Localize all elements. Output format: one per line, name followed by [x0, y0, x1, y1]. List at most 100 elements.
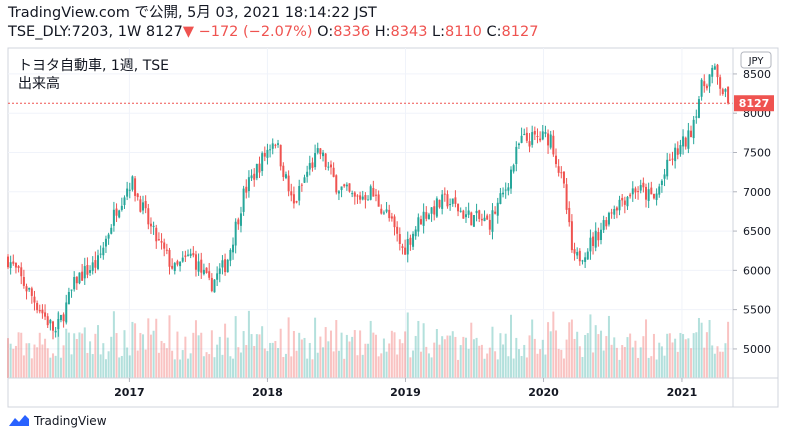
volume-bar: [147, 318, 150, 378]
y-tick-label: 8500: [743, 68, 771, 81]
x-tick-label: 2021: [667, 386, 698, 399]
candle-body: [115, 208, 118, 216]
candle-body: [163, 242, 166, 249]
volume-bar: [216, 344, 219, 378]
candle-body: [568, 207, 571, 223]
candle-body: [202, 269, 205, 275]
candle-body: [594, 230, 597, 248]
candle-body: [642, 182, 645, 188]
candle-body: [557, 166, 560, 173]
volume-bar: [319, 336, 322, 378]
candle-body: [560, 172, 563, 174]
candle-body: [451, 198, 454, 204]
candle-body: [687, 130, 690, 149]
candle-body: [504, 189, 507, 191]
candle-body: [602, 220, 605, 230]
price-change: −172 (−2.07%): [198, 24, 313, 40]
volume-bar: [261, 326, 264, 378]
candle-body: [277, 143, 280, 145]
volume-bar: [472, 339, 475, 378]
chart-header: TradingView.com で公開, 5月 03, 2021 18:14:2…: [8, 4, 778, 42]
volume-bar: [647, 357, 650, 378]
volume-bar: [631, 347, 634, 378]
candle-body: [274, 144, 277, 146]
volume-bar: [136, 350, 139, 378]
last-price-tag-text: 8127: [739, 97, 770, 110]
candle-body: [200, 259, 203, 273]
candle-body: [472, 215, 475, 227]
volume-bar: [369, 320, 372, 378]
volume-bar: [663, 355, 666, 378]
volume-bar: [502, 344, 505, 378]
candle-body: [118, 210, 121, 218]
volume-bar: [67, 332, 70, 378]
candle-body: [692, 119, 695, 139]
volume-bar: [573, 338, 576, 378]
volume-bar: [258, 334, 261, 378]
candle-body: [348, 183, 351, 192]
candle-body: [446, 194, 449, 207]
volume-bar: [187, 358, 190, 378]
volume-bar: [684, 339, 687, 378]
volume-bar: [623, 346, 626, 378]
volume-bar: [435, 329, 438, 378]
volume-bar: [144, 349, 147, 378]
candle-body: [102, 247, 105, 256]
candle-body: [343, 184, 346, 187]
x-tick-label: 2018: [252, 386, 283, 399]
candle-body: [46, 316, 49, 326]
volume-bar: [104, 359, 107, 378]
candle-body: [126, 188, 129, 197]
volume-bar: [562, 358, 565, 378]
volume-bar: [398, 339, 401, 378]
candle-body: [586, 251, 589, 260]
candle-body: [727, 86, 730, 104]
volume-bar: [374, 334, 377, 378]
candle-body: [49, 319, 52, 324]
tradingview-logo[interactable]: TradingView: [8, 414, 107, 428]
volume-bar: [491, 326, 494, 378]
candle-body: [581, 260, 584, 262]
low-value: 8110: [445, 24, 482, 40]
volume-bar: [155, 318, 158, 378]
candle-body: [57, 319, 60, 330]
candle-body: [86, 265, 89, 275]
currency-badge[interactable]: JPY: [740, 51, 772, 69]
candle-body: [192, 253, 195, 256]
volume-bar: [78, 332, 81, 378]
candle-body: [697, 99, 700, 118]
volume-bar: [94, 333, 97, 378]
volume-bar: [234, 316, 237, 378]
candle-body: [266, 149, 269, 158]
candle-body: [401, 246, 404, 248]
candle-body: [417, 217, 420, 232]
volume-bar: [300, 339, 303, 378]
candle-body: [52, 321, 55, 331]
volume-bar: [467, 348, 470, 378]
volume-bar: [62, 345, 65, 378]
legend: トヨタ自動車, 1週, TSE 出来高: [18, 57, 169, 92]
candle-body: [232, 244, 235, 253]
candle-body: [361, 196, 364, 200]
volume-bar: [157, 352, 160, 378]
volume-bar: [396, 354, 399, 378]
volume-bar: [531, 319, 534, 378]
volume-bar: [202, 356, 205, 378]
volume-bar: [557, 348, 560, 378]
time-axis[interactable]: 2017 2018 2019 2020 2021: [114, 378, 697, 399]
legend-title: トヨタ自動車, 1週, TSE: [18, 57, 169, 74]
x-tick-label: 2017: [114, 386, 145, 399]
candle-body: [385, 209, 388, 212]
volume-bar: [57, 312, 60, 378]
candle-body: [634, 188, 637, 193]
candle-body: [570, 221, 573, 251]
candle-body: [700, 79, 703, 97]
volume-bar: [120, 355, 123, 378]
volume-bar: [327, 341, 330, 378]
volume-bar: [414, 335, 417, 378]
candle-body: [120, 205, 123, 210]
candle-body: [255, 163, 258, 179]
volume-bar: [239, 352, 242, 378]
